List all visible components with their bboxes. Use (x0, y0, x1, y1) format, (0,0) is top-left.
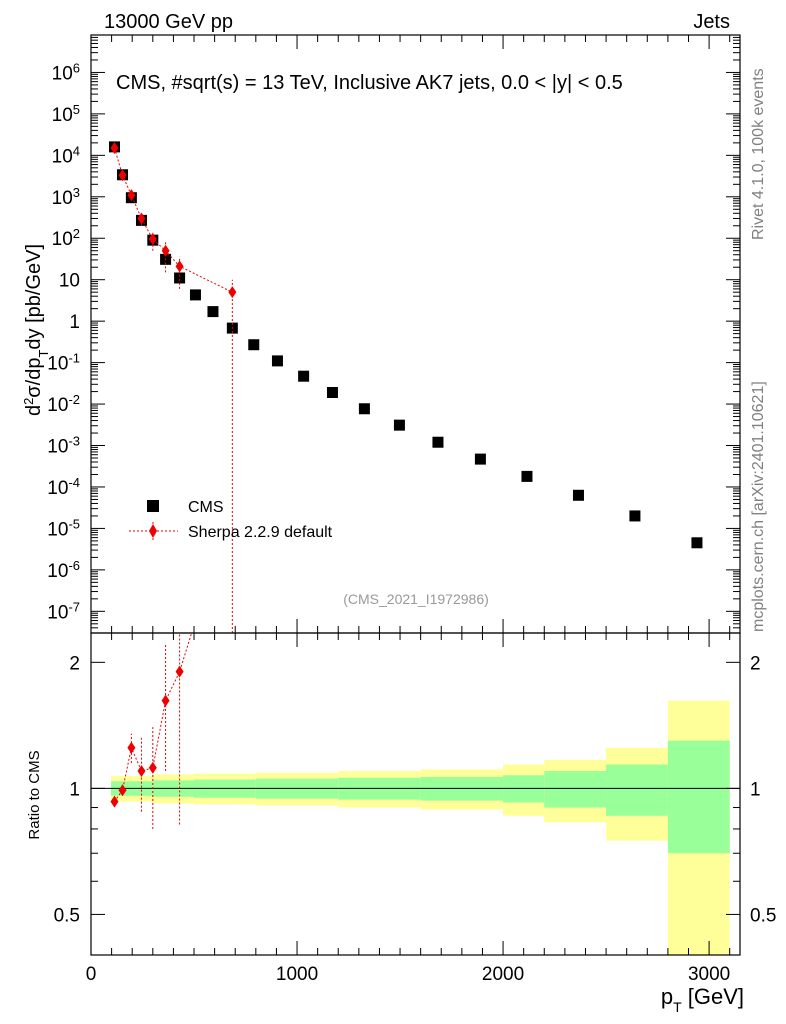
y-axis-label-ratio: Ratio to CMS (26, 750, 43, 839)
cms-point (326, 387, 338, 399)
y-tick-label: 10-2 (47, 392, 80, 417)
ratio-tick-label-left: 2 (69, 653, 80, 674)
ratio-tick-label-right: 0.5 (750, 905, 776, 926)
legend-sherpa-label: Sherpa 2.2.9 default (188, 524, 333, 541)
y-tick-label: 10-1 (47, 350, 80, 375)
cms-point (432, 436, 444, 448)
ratio-sherpa-point (110, 795, 119, 808)
header-right: Jets (693, 11, 730, 33)
header-left: 13000 GeV pp (104, 11, 233, 33)
y-tick-label: 1 (69, 312, 80, 333)
cms-point (207, 306, 219, 318)
y-tick-label: 102 (52, 226, 80, 251)
main-panel: 10-7 10-6 10-5 10-4 10-3 10-2 10-1 1 10 102 103 104… (21, 34, 741, 634)
ratio-sherpa-point (137, 765, 146, 778)
cms-point (271, 355, 283, 367)
cms-point (629, 510, 641, 522)
cms-point (521, 470, 533, 482)
ratio-band-inner (503, 775, 545, 803)
sherpa-point (228, 286, 237, 299)
x-tick-label: 2000 (482, 964, 524, 985)
cms-point (691, 537, 703, 549)
main-ticks: 10-7 10-6 10-5 10-4 10-3 10-2 10-1 1 10 102 103 104… (47, 34, 740, 634)
cms-point (189, 289, 201, 301)
x-tick-label: 0 (86, 964, 97, 985)
ratio-sherpa-point (175, 665, 184, 678)
y-tick-label: 10-3 (47, 433, 80, 458)
ratio-sherpa-point (127, 741, 136, 754)
cms-point (248, 339, 260, 351)
y-tick-label: 10 (59, 271, 80, 292)
y-axis-label-top: d2σ/dpTdy [pb/GeV] (21, 244, 51, 416)
cms-point (358, 403, 370, 415)
sherpa-point (148, 233, 157, 246)
chart-title: CMS, #sqrt(s) = 13 TeV, Inclusive AK7 je… (116, 72, 623, 94)
ratio-band-inner (667, 740, 730, 854)
x-axis-label: pT [GeV] (661, 984, 744, 1015)
y-tick-label: 10-4 (47, 474, 80, 499)
y-tick-label: 105 (52, 101, 80, 126)
y-tick-label: 104 (52, 143, 80, 168)
main-frame (90, 34, 741, 634)
cms-point (572, 489, 584, 501)
legend-cms-marker (147, 500, 159, 512)
ratio-tick-label-left: 0.5 (54, 905, 80, 926)
y-tick-label: 10-7 (47, 599, 80, 624)
ratio-band-inner (606, 764, 668, 816)
ratio-sherpa-point (118, 784, 127, 797)
legend-sherpa-marker (149, 524, 157, 538)
sherpa-point (137, 212, 146, 225)
side-label-bottom: mcplots.cern.ch [arXiv:2401.10621] (750, 381, 767, 632)
ratio-marks (91, 632, 740, 955)
cms-point (298, 370, 310, 382)
ratio-tick-label-left: 1 (69, 779, 80, 800)
ratio-tick-label-right: 1 (750, 779, 761, 800)
sherpa-point (175, 260, 184, 273)
ratio-band-inner (544, 771, 607, 808)
sherpa-point (110, 142, 119, 155)
main-marks (108, 141, 703, 633)
side-label-top: Rivet 4.1.0, 100k events (750, 68, 767, 240)
cms-point (174, 272, 186, 284)
x-tick-label: 3000 (688, 964, 730, 985)
analysis-label: (CMS_2021_I1972986) (343, 591, 489, 607)
sherpa-point (161, 244, 170, 257)
ratio-tick-label-right: 2 (750, 653, 761, 674)
ratio-ticks: 0.5 0.5 1 1 2 2 0 1000 2000 3000 (54, 633, 776, 985)
y-tick-label: 106 (52, 60, 80, 85)
ratio-sherpa-point (161, 694, 170, 707)
sherpa-point (118, 169, 127, 182)
ratio-sherpa-point (148, 761, 157, 774)
sherpa-line (114, 147, 233, 293)
y-tick-label: 10-5 (47, 516, 80, 541)
cms-point (474, 453, 486, 465)
x-tick-label: 1000 (276, 964, 318, 985)
legend-cms-label: CMS (188, 499, 224, 516)
y-tick-label: 10-6 (47, 557, 80, 582)
y-tick-label: 103 (52, 184, 80, 209)
ratio-panel: 0.5 0.5 1 1 2 2 0 1000 2000 3000 Ratio to CMS (26, 632, 776, 985)
ratio-frame (90, 632, 741, 956)
y-axis-label-text: d2σ/dpTdy [pb/GeV] (21, 244, 51, 416)
legend: CMS Sherpa 2.2.9 default (129, 499, 333, 541)
cms-point (393, 419, 405, 431)
ratio-sherpa-line (114, 632, 193, 802)
sherpa-point (127, 189, 136, 202)
